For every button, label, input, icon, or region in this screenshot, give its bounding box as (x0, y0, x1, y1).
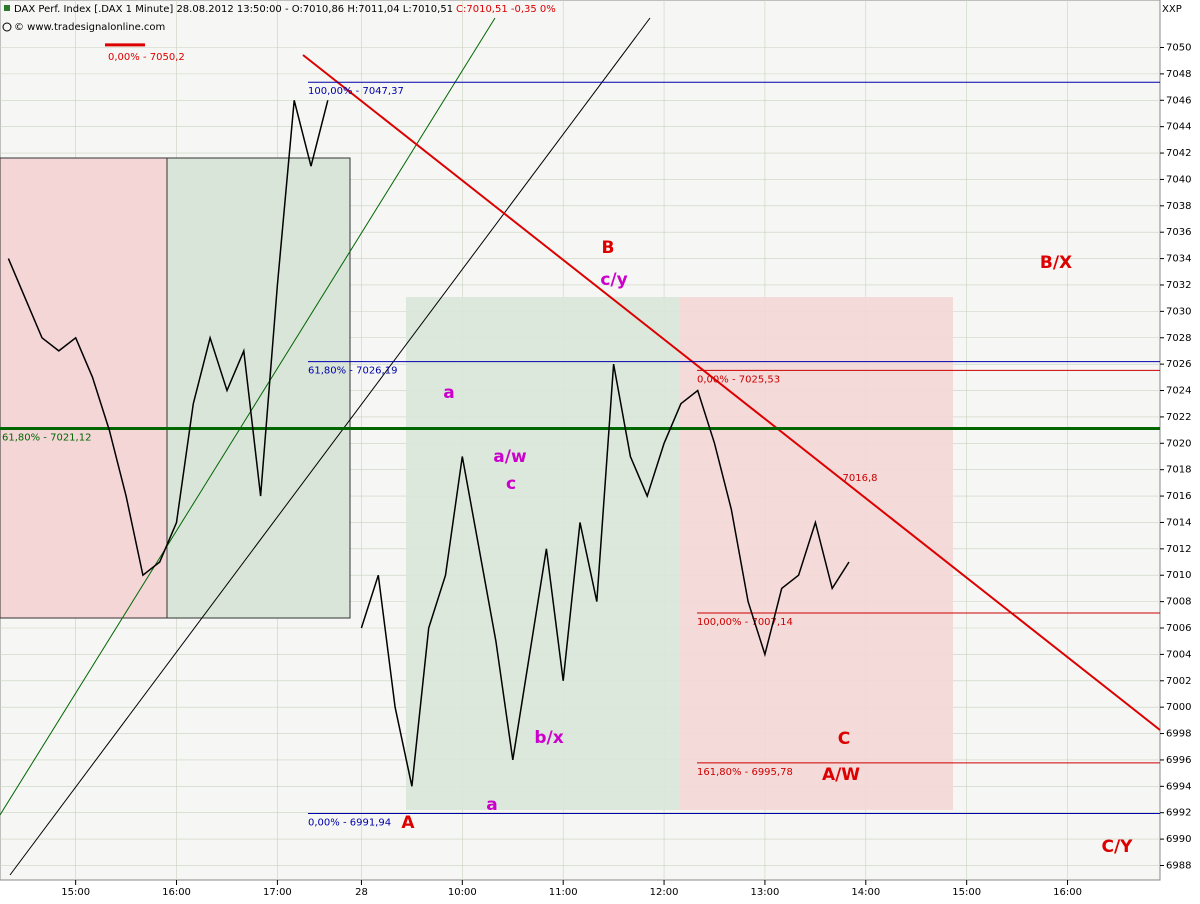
y-tick-label: 7030 (1166, 306, 1191, 317)
source: © www.tradesignalonline.com (14, 22, 165, 33)
icon (2, 22, 12, 32)
zone-box (680, 297, 953, 810)
wave-label: c (506, 474, 516, 494)
level-label: 61,80% - 7026,19 (308, 366, 397, 377)
wave-label: A/W (822, 765, 860, 785)
level-label: 0,00% - 7050,2 (108, 52, 185, 63)
x-tick-label: 16:00 (162, 887, 191, 898)
y-tick-label: 7010 (1166, 570, 1191, 581)
y-tick-label: 7016 (1166, 491, 1191, 502)
y-tick-label: 6992 (1166, 808, 1191, 819)
x-tick-label: 15:00 (61, 887, 90, 898)
x-tick-label: 17:00 (263, 887, 292, 898)
wave-label: C/Y (1102, 837, 1134, 857)
level-label: 100,00% - 7047,37 (308, 86, 404, 97)
x-tick-label: 13:00 (751, 887, 780, 898)
level-label: 161,80% - 6995,78 (697, 767, 793, 778)
wave-label: a (443, 383, 454, 403)
wave-label: a/w (493, 447, 527, 467)
price-line (7, 100, 850, 787)
y-tick-label: 7000 (1166, 702, 1191, 713)
x-tick-label: 12:00 (650, 887, 679, 898)
y-tick-label: 7018 (1166, 465, 1191, 476)
icon (4, 5, 10, 11)
wave-label: A (401, 813, 415, 833)
wave-label: c/y (600, 270, 627, 290)
level-label: 61,80% - 7021,12 (2, 433, 91, 444)
y-tick-label: 7048 (1166, 69, 1191, 80)
y-tick-label: 7008 (1166, 597, 1191, 608)
y-tick-label: 7050 (1166, 42, 1191, 53)
x-tick-label: 16:00 (1053, 887, 1082, 898)
corner-label: XXP (1162, 4, 1182, 15)
y-tick-label: 7004 (1166, 649, 1191, 660)
wave-label: 7016,8 (843, 473, 878, 484)
x-tick-label: 15:00 (952, 887, 981, 898)
y-tick-label: 7040 (1166, 174, 1191, 185)
levels: 0,00% - 7050,2 100,00% - 7047,37 61,80% - … (0, 43, 1160, 829)
y-tick-label: 7022 (1166, 412, 1191, 423)
y-tick-label: 7032 (1166, 280, 1191, 291)
x-tick-label: 14:00 (851, 887, 880, 898)
y-tick-label: 7046 (1166, 95, 1191, 106)
zone-box (406, 297, 680, 810)
wave-label: B/X (1040, 253, 1072, 273)
wave-label: a (486, 795, 497, 815)
y-tick-label: 6988 (1166, 860, 1191, 871)
x-tick-label: 11:00 (549, 887, 578, 898)
x-tick-label: 28 (355, 887, 368, 898)
level-label: 0,00% - 7025,53 (697, 374, 780, 385)
trend-line (302, 54, 1161, 731)
y-tick-label: 7024 (1166, 386, 1191, 397)
plot (7, 100, 850, 787)
level-label: 0,00% - 6991,94 (308, 818, 391, 829)
level-label: 100,00% - 7007,14 (697, 617, 793, 628)
y-tick-label: 6990 (1166, 834, 1191, 845)
channel-line (9, 17, 651, 876)
y-tick-label: 7034 (1166, 254, 1191, 265)
y-tick-label: 7036 (1166, 227, 1191, 238)
y-tick-label: 7038 (1166, 201, 1191, 212)
wave-label: C (838, 729, 850, 749)
header-title: DAX Perf. Index [.DAX 1 Minute] 28.08.20… (14, 4, 453, 15)
y-tick-label: 7026 (1166, 359, 1191, 370)
y-tick-label: 7012 (1166, 544, 1191, 555)
y-tick-label: 7028 (1166, 333, 1191, 344)
y-tick-label: 7006 (1166, 623, 1191, 634)
zone-box (166, 157, 351, 619)
y-tick-label: 7014 (1166, 517, 1191, 528)
y-tick-label: 7002 (1166, 676, 1191, 687)
y-tick-label: 7042 (1166, 148, 1191, 159)
y-tick-label: 6996 (1166, 755, 1191, 766)
zone-box (0, 157, 168, 619)
header-close: C:7010,51 -0,35 0% (456, 4, 556, 15)
channel-line (0, 17, 496, 816)
y-tick-label: 6998 (1166, 729, 1191, 740)
x-tick-label: 10:00 (448, 887, 477, 898)
y-tick-label: 6994 (1166, 781, 1191, 792)
wave-label: B (602, 238, 615, 258)
wave-label: b/x (534, 728, 563, 748)
y-tick-label: 7044 (1166, 122, 1191, 133)
y-tick-label: 7020 (1166, 438, 1191, 449)
